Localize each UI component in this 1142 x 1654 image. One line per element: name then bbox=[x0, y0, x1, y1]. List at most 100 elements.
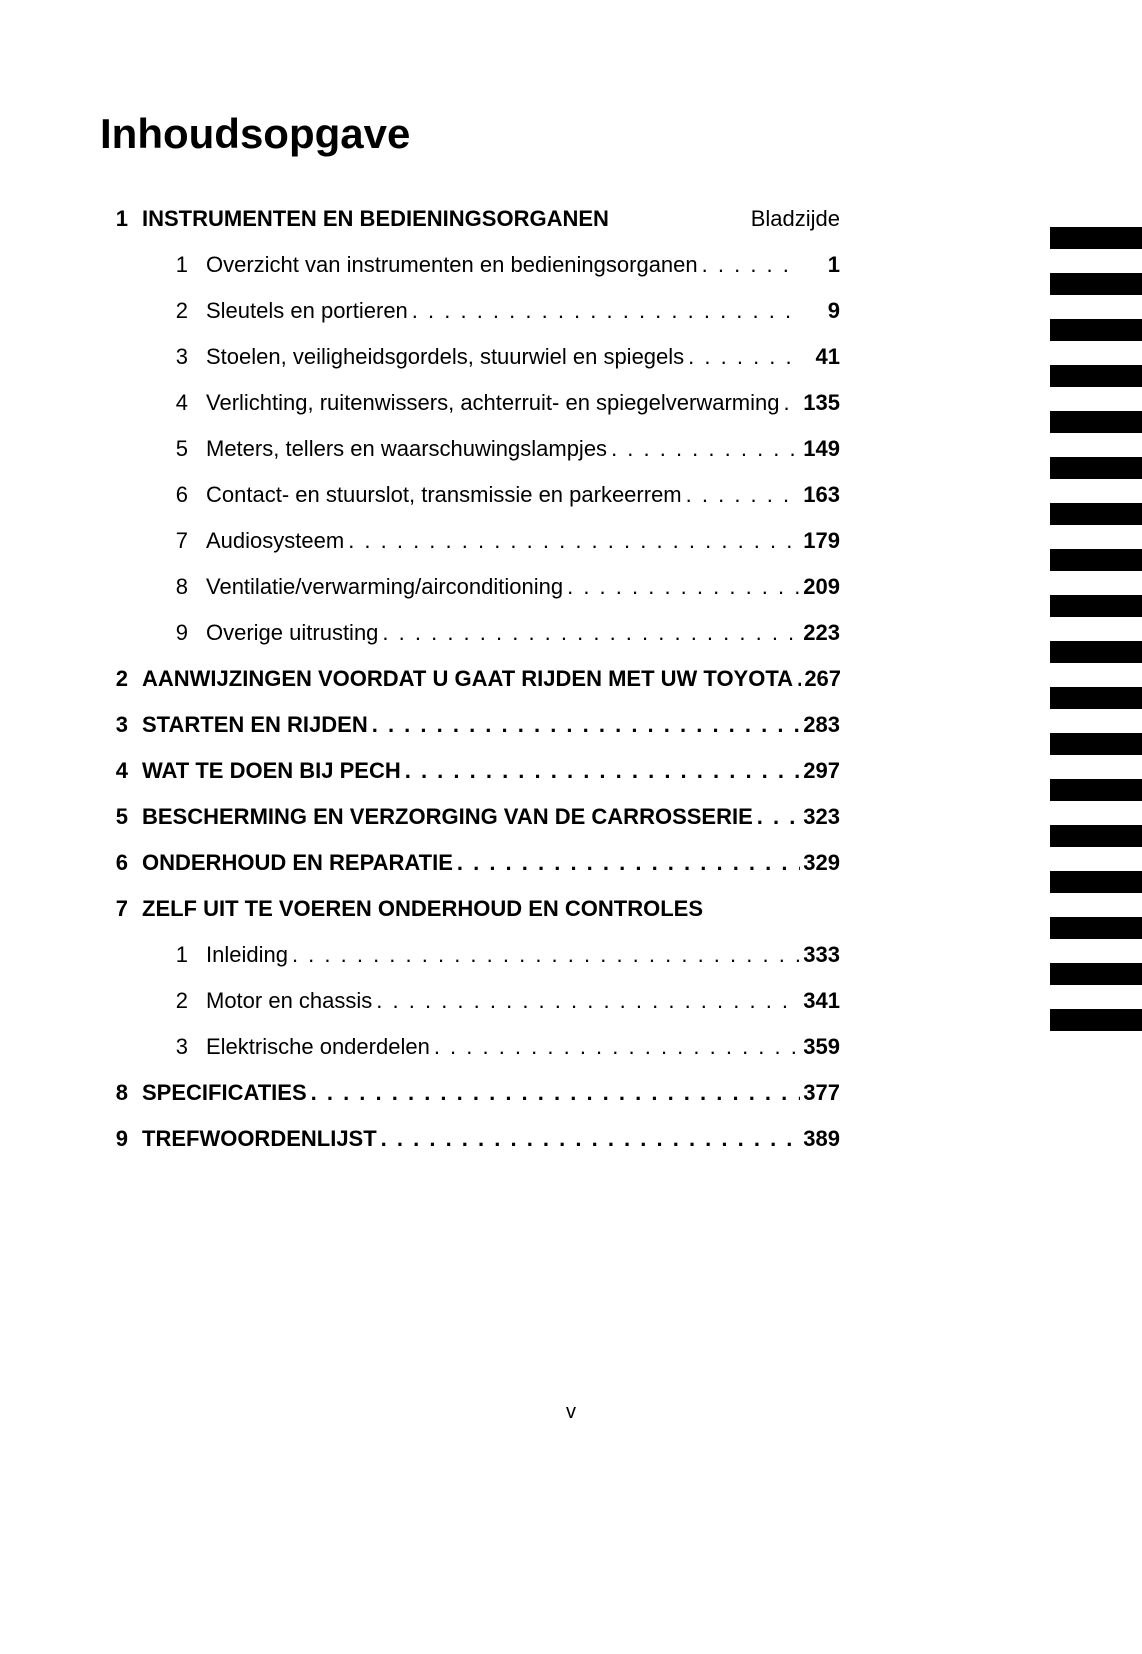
chapter-title: TREFWOORDENLIJST bbox=[142, 1128, 377, 1150]
leader-dots: . . . . . . . . . . . . . . . . . . . . … bbox=[684, 346, 800, 368]
sub-page: 179 bbox=[800, 530, 840, 552]
toc-chapter-row: 8 SPECIFICATIES . . . . . . . . . . . . .… bbox=[100, 1082, 840, 1128]
chapter-title: BESCHERMING EN VERZORGING VAN DE CARROSS… bbox=[142, 806, 753, 828]
sub-page: 209 bbox=[800, 576, 840, 598]
thumb-tab bbox=[1050, 825, 1142, 847]
leader-dots: . . . . . . . . . . . . . . . . . . . . … bbox=[682, 484, 800, 506]
toc-sub-row: 5 Meters, tellers en waarschuwingslampjes… bbox=[100, 438, 840, 484]
thumb-tab bbox=[1050, 411, 1142, 433]
thumb-tab bbox=[1050, 549, 1142, 571]
sub-title: Elektrische onderdelen bbox=[206, 1036, 430, 1058]
chapter-number: 4 bbox=[100, 760, 128, 782]
sub-page: 223 bbox=[800, 622, 840, 644]
leader-dots: . . . . . . . . . . . . . . . . . . . . … bbox=[377, 1128, 800, 1150]
thumb-tab bbox=[1050, 733, 1142, 755]
thumb-tab bbox=[1050, 687, 1142, 709]
thumb-tab bbox=[1050, 503, 1142, 525]
sub-number: 5 bbox=[128, 438, 188, 460]
leader-dots: . . . . . . . . . . . . . . . . . . . . … bbox=[698, 254, 800, 276]
leader-dots: . . . . . . . . . . . . . . . . . . . . … bbox=[372, 990, 800, 1012]
thumb-tab bbox=[1050, 319, 1142, 341]
sub-title: Motor en chassis bbox=[206, 990, 372, 1012]
toc-chapter-row: 5 BESCHERMING EN VERZORGING VAN DE CARROS… bbox=[100, 806, 840, 852]
page-label: Bladzijde bbox=[751, 208, 840, 230]
page-title: Inhoudsopgave bbox=[100, 110, 1082, 158]
leader-dots: . . . . . . . . . . . . . . . . . . . . … bbox=[563, 576, 800, 598]
leader-dots: . . . . . . . . . . . . . . . . . . . . … bbox=[793, 668, 801, 690]
sub-title: Ventilatie/verwarming/airconditioning bbox=[206, 576, 563, 598]
chapter-number: 5 bbox=[100, 806, 128, 828]
toc-chapter-row: 1 INSTRUMENTEN EN BEDIENINGSORGANEN Bladzi… bbox=[100, 208, 840, 254]
sub-number: 7 bbox=[128, 530, 188, 552]
sub-page: 41 bbox=[800, 346, 840, 368]
leader-dots: . . . . . . . . . . . . . . . . . . . . … bbox=[753, 806, 800, 828]
sub-title: Meters, tellers en waarschuwingslampjes bbox=[206, 438, 607, 460]
toc-chapter-row: 6ONDERHOUD EN REPARATIE . . . . . . . . … bbox=[100, 852, 840, 898]
chapter-number: 8 bbox=[100, 1082, 128, 1104]
page-container: Inhoudsopgave 1 INSTRUMENTEN EN BEDIENING… bbox=[0, 0, 1142, 1214]
chapter-title: AANWIJZINGEN VOORDAT U GAAT RIJDEN MET U… bbox=[142, 668, 793, 690]
page-number-footer: v bbox=[0, 1401, 1142, 1424]
sub-title: Audiosysteem bbox=[206, 530, 344, 552]
thumb-tab bbox=[1050, 595, 1142, 617]
sub-page: 341 bbox=[800, 990, 840, 1012]
toc-chapter-row: 3STARTEN EN RIJDEN . . . . . . . . . . .… bbox=[100, 714, 840, 760]
toc-sub-row: 1 Overzicht van instrumenten en bediening… bbox=[100, 254, 840, 300]
chapter-title: STARTEN EN RIJDEN bbox=[142, 714, 368, 736]
sub-number: 3 bbox=[128, 1036, 188, 1058]
toc-sub-row: 2Sleutels en portieren . . . . . . . . .… bbox=[100, 300, 840, 346]
chapter-page: 323 bbox=[800, 806, 840, 828]
toc-sub-row: 4Verlichting, ruitenwissers, achterruit-… bbox=[100, 392, 840, 438]
leader-dots: . . . . . . . . . . . . . . . . . . . . … bbox=[779, 392, 800, 414]
sub-number: 2 bbox=[128, 990, 188, 1012]
sub-page: 135 bbox=[800, 392, 840, 414]
chapter-title: SPECIFICATIES bbox=[142, 1082, 307, 1104]
chapter-number: 6 bbox=[100, 852, 128, 874]
leader-dots: . . . . . . . . . . . . . . . . . . . . … bbox=[607, 438, 800, 460]
table-of-contents: 1 INSTRUMENTEN EN BEDIENINGSORGANEN Bladzi… bbox=[100, 208, 840, 1174]
chapter-number: 9 bbox=[100, 1128, 128, 1150]
chapter-number: 2 bbox=[100, 668, 128, 690]
thumb-tab bbox=[1050, 963, 1142, 985]
chapter-number: 7 bbox=[100, 898, 128, 920]
chapter-title: INSTRUMENTEN EN BEDIENINGSORGANEN bbox=[142, 208, 609, 230]
chapter-page: 267 bbox=[801, 668, 841, 690]
sub-page: 1 bbox=[800, 254, 840, 276]
toc-sub-row: 9Overige uitrusting . . . . . . . . . . … bbox=[100, 622, 840, 668]
thumb-tab bbox=[1050, 227, 1142, 249]
thumb-tab bbox=[1050, 779, 1142, 801]
toc-sub-row: 6Contact- en stuurslot, transmissie en p… bbox=[100, 484, 840, 530]
sub-page: 333 bbox=[800, 944, 840, 966]
chapter-page: 329 bbox=[800, 852, 840, 874]
leader-dots: . . . . . . . . . . . . . . . . . . . . … bbox=[378, 622, 800, 644]
sub-number: 4 bbox=[128, 392, 188, 414]
chapter-page: 389 bbox=[800, 1128, 840, 1150]
sub-number: 1 bbox=[128, 254, 188, 276]
thumb-tab bbox=[1050, 917, 1142, 939]
thumb-tab bbox=[1050, 871, 1142, 893]
leader-dots: . . . . . . . . . . . . . . . . . . . . … bbox=[453, 852, 800, 874]
thumb-tabs bbox=[1050, 227, 1142, 1055]
sub-page: 9 bbox=[800, 300, 840, 322]
toc-sub-row: 3Elektrische onderdelen . . . . . . . . … bbox=[100, 1036, 840, 1082]
sub-title: Inleiding bbox=[206, 944, 288, 966]
leader-dots: . . . . . . . . . . . . . . . . . . . . … bbox=[288, 944, 800, 966]
leader-dots: . . . . . . . . . . . . . . . . . . . . … bbox=[344, 530, 800, 552]
sub-title: Contact- en stuurslot, transmissie en pa… bbox=[206, 484, 682, 506]
leader-dots: . . . . . . . . . . . . . . . . . . . . … bbox=[307, 1082, 800, 1104]
sub-title: Overzicht van instrumenten en bedienings… bbox=[206, 254, 698, 276]
chapter-page: 377 bbox=[800, 1082, 840, 1104]
sub-title: Sleutels en portieren bbox=[206, 300, 408, 322]
toc-sub-row: 2 Motor en chassis . . . . . . . . . . . … bbox=[100, 990, 840, 1036]
toc-chapter-row: 2 AANWIJZINGEN VOORDAT U GAAT RIJDEN MET … bbox=[100, 668, 840, 714]
sub-page: 359 bbox=[800, 1036, 840, 1058]
chapter-page: 283 bbox=[800, 714, 840, 736]
chapter-number: 1 bbox=[100, 208, 128, 230]
sub-number: 8 bbox=[128, 576, 188, 598]
chapter-page: 297 bbox=[800, 760, 840, 782]
thumb-tab bbox=[1050, 273, 1142, 295]
toc-chapter-row: 9 TREFWOORDENLIJST . . . . . . . . . . . … bbox=[100, 1128, 840, 1174]
sub-number: 9 bbox=[128, 622, 188, 644]
sub-page: 149 bbox=[800, 438, 840, 460]
toc-sub-row: 7 Audiosysteem . . . . . . . . . . . . . … bbox=[100, 530, 840, 576]
